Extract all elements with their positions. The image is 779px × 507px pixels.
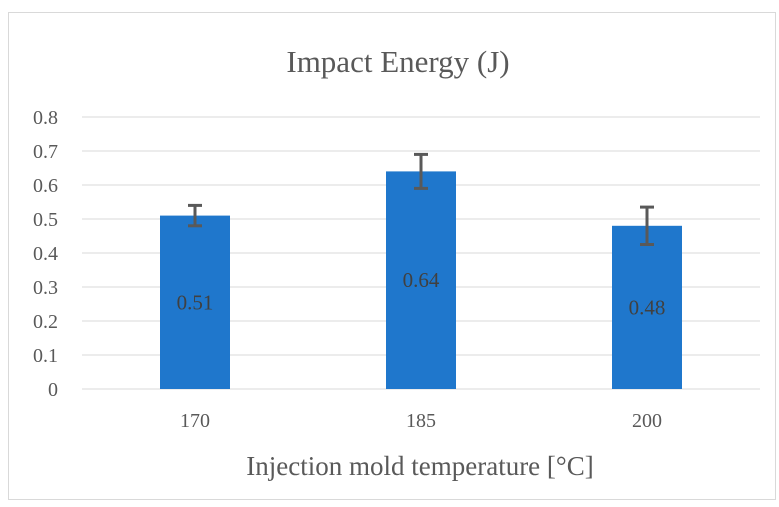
x-tick-label: 200: [632, 410, 662, 432]
y-tick-label: 0.7: [33, 141, 58, 163]
data-label: 0.64: [403, 268, 440, 292]
x-axis-title: Injection mold temperature [°C]: [246, 451, 593, 481]
y-tick-label: 0: [48, 379, 58, 401]
y-tick-label: 0.3: [33, 277, 58, 299]
y-tick-label: 0.1: [33, 345, 58, 367]
chart-title: Impact Energy (J): [286, 44, 509, 79]
bar: [160, 215, 230, 389]
x-tick-label: 185: [406, 410, 436, 432]
error-bars: [188, 152, 654, 246]
bar: [386, 171, 456, 389]
y-tick-label: 0.2: [33, 311, 58, 333]
y-axis-ticks: 0 0.1 0.2 0.3 0.4 0.5 0.6 0.7 0.8: [33, 107, 58, 401]
x-tick-label: 170: [180, 410, 210, 432]
bars: [160, 171, 682, 389]
y-tick-label: 0.5: [33, 209, 58, 231]
bar: [612, 225, 682, 389]
data-label: 0.48: [629, 295, 666, 319]
y-tick-label: 0.4: [33, 243, 58, 265]
y-tick-label: 0.8: [33, 107, 58, 129]
y-tick-label: 0.6: [33, 175, 58, 197]
data-labels: 0.51 0.64 0.48: [177, 268, 666, 319]
x-axis-ticks: 170 185 200: [180, 410, 662, 432]
data-label: 0.51: [177, 290, 214, 314]
